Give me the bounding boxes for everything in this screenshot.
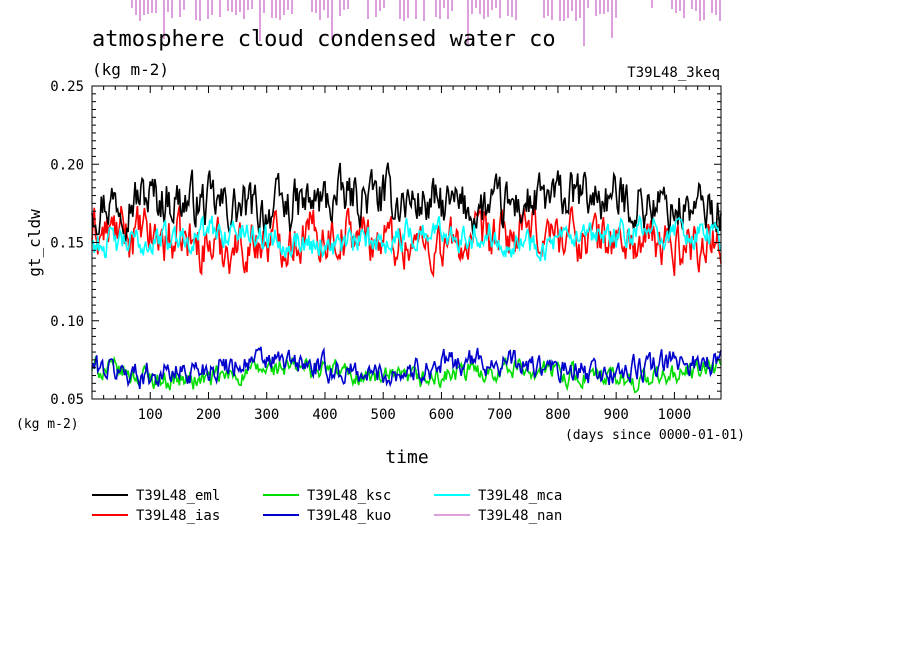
axis-ticks (92, 86, 721, 399)
legend-label: T39L48_nan (478, 508, 562, 524)
series-lines (91, 162, 722, 394)
legend-label: T39L48_ias (136, 508, 220, 524)
series-line-t39l48_mca (91, 214, 722, 262)
x-tick-label: 900 (604, 407, 629, 423)
y-tick-label: 0.10 (50, 314, 84, 330)
run-label: T39L48_3keq (627, 65, 720, 81)
legend-label: T39L48_mca (478, 488, 562, 504)
y-axis-units: (kg m-2) (16, 417, 79, 432)
x-tick-label: 200 (196, 407, 221, 423)
series-line-t39l48_eml (91, 162, 722, 243)
legend-label: T39L48_eml (136, 488, 220, 504)
y-tick-label: 0.15 (50, 236, 84, 252)
y-tick-label: 0.25 (50, 79, 84, 95)
series-line-t39l48_kuo (91, 346, 722, 389)
legend-label: T39L48_kuo (307, 508, 391, 524)
legend-label: T39L48_ksc (307, 488, 391, 504)
x-tick-label: 700 (487, 407, 512, 423)
x-axis-units: (days since 0000-01-01) (565, 428, 745, 443)
y-tick-label: 0.20 (50, 157, 84, 173)
x-tick-label: 500 (371, 407, 396, 423)
series-line-t39l48_ksc (91, 355, 722, 394)
y-axis-label: gt_cldw (25, 209, 44, 277)
y-tick-label: 0.05 (50, 392, 84, 408)
x-tick-label: 300 (254, 407, 279, 423)
x-tick-labels: 100 200 300 400 500 600 700 800 900 1000 (138, 407, 692, 423)
chart-units: (kg m-2) (92, 60, 169, 79)
series-line-t39l48_ias (91, 198, 722, 279)
chart-title: atmosphere cloud condensed water co (92, 27, 556, 52)
x-tick-label: 600 (429, 407, 454, 423)
x-tick-label: 1000 (658, 407, 692, 423)
x-tick-label: 800 (545, 407, 570, 423)
x-axis-label: time (385, 447, 428, 468)
y-tick-labels: 0.05 0.10 0.15 0.20 0.25 (50, 79, 84, 408)
legend: T39L48_eml T39L48_ias T39L48_ksc T39L48_kuo… (92, 488, 562, 524)
nan-series-marks (131, 0, 721, 46)
x-tick-label: 100 (138, 407, 163, 423)
x-tick-label: 400 (312, 407, 337, 423)
